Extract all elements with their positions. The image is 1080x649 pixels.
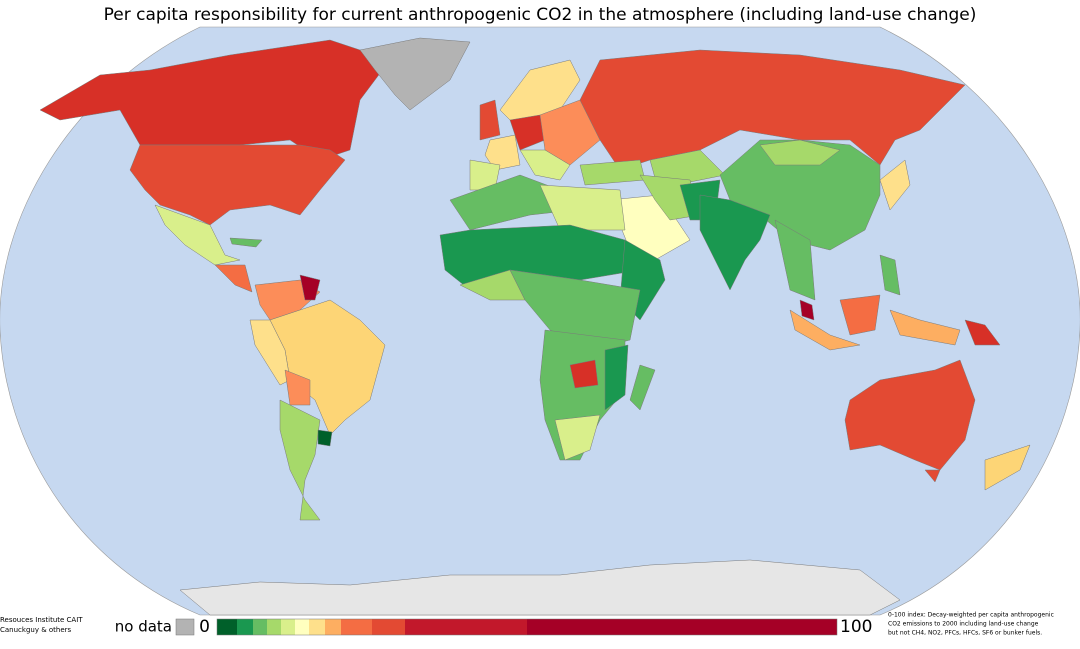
scale-frame <box>216 618 838 636</box>
scale-min-label: 0 <box>199 617 210 637</box>
color-scale <box>216 618 838 636</box>
scale-segment <box>281 619 295 635</box>
index-note: 0-100 index: Decay-weighted per capita a… <box>888 612 1054 637</box>
libya-egypt <box>539 184 626 231</box>
scale-segment <box>405 619 527 635</box>
south-africa <box>554 414 601 461</box>
note-line: CO2 emissions to 2000 including land-use… <box>888 621 1039 628</box>
eastern-europe <box>539 99 601 166</box>
scale-segment <box>341 619 372 635</box>
source-line: Resouces Institute CAIT <box>0 616 83 624</box>
argentina-chile <box>279 399 321 521</box>
map-title: Per capita responsibility for current an… <box>104 5 977 25</box>
no-data-label: no data <box>115 618 172 636</box>
mozambique <box>604 344 629 411</box>
note-line: 0-100 index: Decay-weighted per capita a… <box>888 612 1054 619</box>
mongolia <box>759 139 841 166</box>
antarctica <box>179 559 901 616</box>
eastern-indonesia <box>889 309 961 346</box>
sahel <box>439 224 641 291</box>
mexico <box>154 204 241 266</box>
scale-segment <box>309 619 325 635</box>
philippines <box>879 254 901 296</box>
scale-segment <box>237 619 253 635</box>
papua-new-guinea <box>964 319 1001 346</box>
madagascar <box>629 364 656 411</box>
scale-max-label: 100 <box>840 617 872 637</box>
canada-alaska <box>39 39 391 161</box>
southeast-asia <box>774 219 816 301</box>
greenland <box>359 37 471 111</box>
scale-segment <box>295 619 309 635</box>
united-kingdom <box>479 99 501 141</box>
sumatra-java <box>789 309 861 351</box>
source-credit: Resouces Institute CAIT Canuckguy & othe… <box>0 616 83 634</box>
united-states <box>129 144 346 226</box>
new-zealand <box>984 444 1031 491</box>
scale-segment <box>325 619 341 635</box>
no-data-swatch <box>175 618 195 636</box>
cuba <box>229 237 263 248</box>
scale-segment <box>527 619 837 635</box>
scale-segment <box>217 619 237 635</box>
note-line: but not CH4, NO2, PFCs, HFCs, SF6 or bun… <box>888 630 1042 637</box>
france <box>484 134 521 171</box>
bolivia <box>284 369 311 406</box>
russia <box>579 49 966 171</box>
guyana <box>299 274 321 301</box>
scale-segment <box>253 619 267 635</box>
tasmania <box>924 469 941 483</box>
zambia <box>569 359 599 389</box>
legend: no data 0 100 <box>115 617 873 637</box>
italy-balkans <box>519 149 571 181</box>
countries <box>39 37 1031 616</box>
borneo <box>839 294 881 336</box>
source-line: Canuckguy & others <box>0 626 72 634</box>
uruguay <box>317 429 333 447</box>
central-asia <box>649 149 726 183</box>
scale-segment <box>372 619 405 635</box>
japan <box>879 159 911 211</box>
scale-segment <box>267 619 281 635</box>
malaysia <box>799 299 815 321</box>
india <box>699 194 771 291</box>
australia <box>844 359 976 471</box>
central-america <box>214 264 253 293</box>
